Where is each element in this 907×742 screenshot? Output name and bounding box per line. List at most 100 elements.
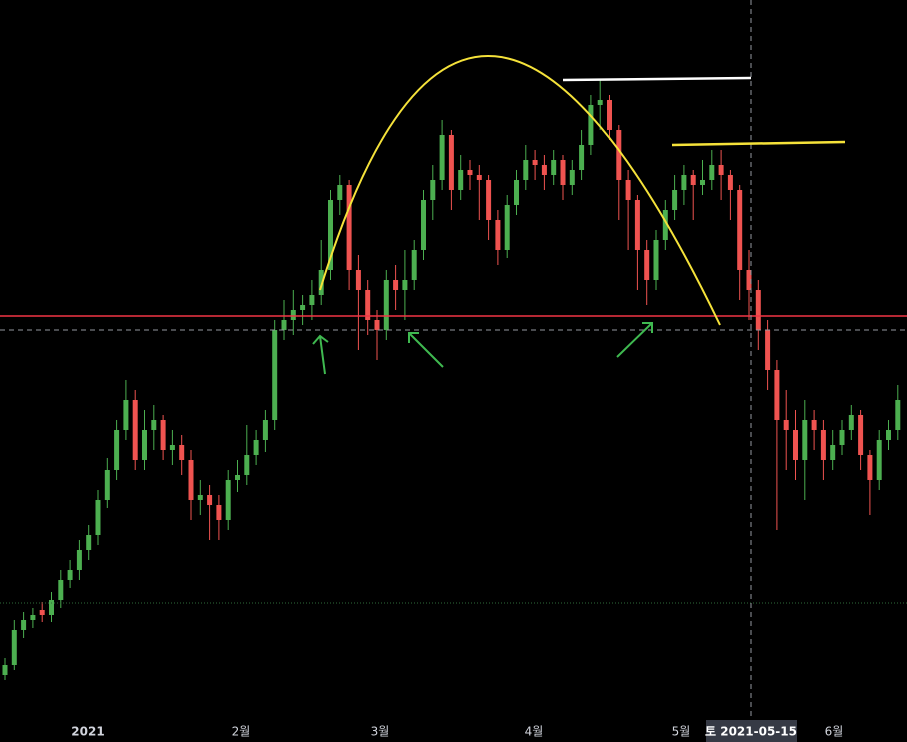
candle-body <box>765 330 771 370</box>
candle-body <box>439 135 445 180</box>
candle-body <box>848 415 854 430</box>
candle-body <box>151 420 157 430</box>
candle-body <box>272 330 278 420</box>
candle-body <box>551 160 557 175</box>
time-label: 2021 <box>71 725 104 739</box>
candle-body <box>11 630 17 665</box>
candle-body <box>811 420 817 430</box>
candles <box>2 80 901 680</box>
candle-body <box>160 420 166 450</box>
candle-body <box>49 600 54 615</box>
candle-body <box>727 175 733 190</box>
candle-body <box>188 460 194 500</box>
time-label: 3월 <box>371 725 390 739</box>
candle-body <box>430 180 436 200</box>
candle-body <box>560 160 566 185</box>
candle-body <box>588 105 594 145</box>
candle-body <box>309 295 315 305</box>
candle-body <box>104 470 110 500</box>
candle-body <box>653 240 659 280</box>
candle-body <box>76 550 82 570</box>
candle-body <box>681 175 687 190</box>
candle-body <box>625 180 631 200</box>
arc-annotation <box>319 55 721 326</box>
candle-body <box>709 165 715 180</box>
candle-body <box>197 495 203 500</box>
candle-body <box>58 580 64 600</box>
candle-body <box>365 290 371 320</box>
candle-body <box>634 200 640 250</box>
candle-body <box>783 420 789 430</box>
candle-body <box>39 610 45 615</box>
yellow-line <box>671 140 846 147</box>
candle-body <box>374 320 380 330</box>
candle-body <box>300 305 306 310</box>
candle-body <box>393 280 399 290</box>
candle-body <box>690 175 696 185</box>
candle-body <box>495 220 501 250</box>
candle-body <box>337 185 343 200</box>
time-axis-labels: 2021 2월 3월 4월 5월 6월 <box>71 725 843 739</box>
crosshair-label-box <box>706 720 797 742</box>
candle-body <box>448 135 454 190</box>
candle-body <box>895 400 901 430</box>
candle-body <box>672 190 678 210</box>
candle-body <box>867 455 873 480</box>
candle-body <box>476 175 482 180</box>
candle-body <box>30 615 36 620</box>
candle-body <box>411 250 417 280</box>
candle-body <box>486 180 492 220</box>
candle-body <box>830 445 836 460</box>
time-label: 5월 <box>672 725 691 739</box>
candle-body <box>886 430 891 440</box>
candle-body <box>2 665 8 675</box>
candle-body <box>179 445 185 460</box>
candle-body <box>523 160 529 180</box>
candle-body <box>235 475 240 480</box>
time-label: 6월 <box>825 725 844 739</box>
candle-body <box>318 270 324 295</box>
candle-body <box>21 620 27 630</box>
candle-body <box>169 445 175 450</box>
arrows <box>312 322 653 375</box>
candle-body <box>737 190 743 270</box>
candle-body <box>95 500 101 535</box>
candle-body <box>644 250 650 280</box>
candle-body <box>114 430 120 470</box>
candle-body <box>244 455 250 475</box>
candle-body <box>67 570 73 580</box>
candle-body <box>839 430 845 445</box>
candle-body <box>597 100 603 105</box>
candle-body <box>421 200 426 250</box>
candle-body <box>746 270 752 290</box>
time-label: 2월 <box>232 725 251 739</box>
candle-body <box>774 370 780 420</box>
candle-body <box>262 420 268 440</box>
candle-body <box>458 170 464 190</box>
candle-body <box>820 430 826 460</box>
candle-body <box>569 170 575 185</box>
candle-body <box>132 400 138 460</box>
candle-body <box>504 205 510 250</box>
candle-body <box>142 430 147 460</box>
candle-body <box>700 180 705 185</box>
candle-body <box>225 480 231 520</box>
white-line <box>562 76 752 82</box>
time-axis <box>0 720 907 742</box>
candle-body <box>607 100 612 130</box>
candle-body <box>383 280 389 330</box>
arrow <box>616 322 653 358</box>
candle-body <box>802 420 808 460</box>
candle-body <box>346 185 352 270</box>
candle-body <box>328 200 333 270</box>
candle-body <box>290 310 296 320</box>
candle-body <box>616 130 622 180</box>
candle-body <box>123 400 129 430</box>
candle-body <box>514 180 519 205</box>
candle-body <box>86 535 92 550</box>
candle-body <box>355 270 361 290</box>
candle-body <box>402 280 408 290</box>
candle-body <box>579 145 585 170</box>
